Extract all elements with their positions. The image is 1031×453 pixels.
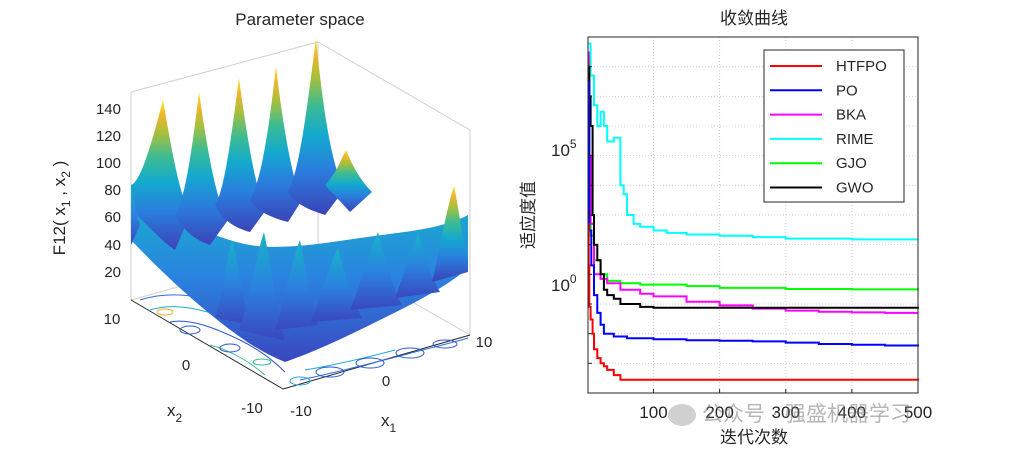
surface-title: Parameter space (235, 10, 364, 29)
series-line-rime (588, 42, 918, 241)
series-line-po (588, 81, 919, 347)
legend-box (763, 49, 905, 203)
legend-label: HTFPO (836, 58, 887, 75)
x1-tick-label: -10 (290, 403, 312, 420)
legend-label: GJO (836, 155, 867, 172)
z-tick-label: 100 (96, 155, 121, 172)
watermark: 公众号 · 强盛机器学习 (668, 398, 911, 428)
z-tick-label: 80 (104, 182, 121, 199)
z-tick-label: 20 (104, 264, 121, 281)
x-tick-label: 300 (772, 403, 800, 422)
legend-label: GWO (836, 180, 874, 197)
x-tick-labels: 100 200 300 400 500 (639, 403, 932, 422)
surface-peaks (131, 38, 372, 250)
x1-tick-label: 0 (382, 373, 390, 390)
legend-label: BKA (836, 107, 866, 124)
x-tick-label: 100 (639, 403, 667, 422)
x-tick-label: 500 (904, 403, 932, 422)
wechat-icon (668, 404, 696, 426)
axis-ticks (588, 66, 919, 393)
x-tick-label: 200 (705, 403, 733, 422)
legend: HTFPO PO BKA RIME GJO GWO (763, 49, 905, 203)
surface-plot: Parameter space (50, 10, 492, 435)
x-axis-label: 迭代次数 (720, 428, 788, 448)
x2-axis-label: x2 (167, 401, 183, 425)
x1-tick-labels: -10 0 10 (290, 334, 492, 420)
legend-label: PO (836, 82, 858, 99)
x1-tick-label: 10 (476, 334, 493, 351)
y-tick-label: 100 (551, 272, 577, 295)
series-line-bka (587, 51, 918, 314)
z-tick-label: 60 (104, 209, 121, 226)
x2-tick-label: 10 (104, 311, 121, 328)
convergence-title: 收敛曲线 (720, 9, 788, 29)
y-tick-label: 105 (551, 137, 577, 160)
z-tick-label: 40 (104, 237, 121, 254)
x-tick-label: 400 (838, 403, 866, 422)
convergence-chart: 收敛曲线 105 100 100 200 300 400 500 迭代次数 适应… (519, 9, 932, 448)
x2-tick-label: 0 (182, 357, 190, 374)
x2-tick-labels: -10 0 10 (104, 311, 263, 417)
z-tick-labels: 20 40 60 80 100 120 140 (96, 101, 121, 281)
legend-label: RIME (836, 131, 874, 148)
series-line-htfpo (587, 222, 919, 381)
y-axis-label: 适应度值 (519, 181, 539, 249)
x2-tick-label: -10 (241, 400, 263, 417)
z-axis-label: F12( x1 , x2 ) (50, 161, 73, 256)
x1-axis-label: x1 (381, 411, 397, 435)
z-tick-label: 120 (96, 128, 121, 145)
surface-front-ridges (131, 185, 468, 340)
z-tick-label: 140 (96, 101, 121, 118)
